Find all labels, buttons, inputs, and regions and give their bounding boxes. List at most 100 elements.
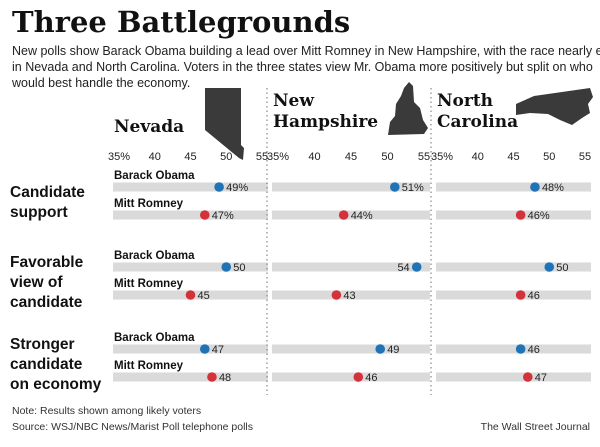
section-labels: Candidate support Favorable view of candidat… <box>10 184 102 393</box>
candidate-label: Mitt Romney <box>114 360 184 372</box>
candidate-label: Barack Obama <box>114 170 195 182</box>
chart-title: Three Battlegrounds <box>12 5 350 39</box>
obama-point <box>411 262 422 272</box>
data-label: 46% <box>528 210 550 222</box>
tick-label: 40 <box>149 151 161 163</box>
tick-label: 50 <box>220 151 232 163</box>
section-label: on economy <box>10 376 102 393</box>
row-band <box>113 344 268 354</box>
data-label: 49% <box>226 182 248 194</box>
subtitle-line-3: would best handle the economy. <box>11 76 190 90</box>
data-label: 46 <box>365 372 377 384</box>
data-label: 50 <box>556 262 568 274</box>
obama-point <box>200 344 210 354</box>
candidate-label: Mitt Romney <box>114 198 184 210</box>
footer-note: Note: Results shown among likely voters <box>12 405 201 417</box>
state-map-layer <box>205 82 593 160</box>
footer-credit: The Wall Street Journal <box>481 421 590 433</box>
state-name: New <box>273 91 314 111</box>
row-band <box>436 262 591 272</box>
state-name: Hampshire <box>273 112 378 132</box>
new-hampshire-map-icon <box>388 82 428 135</box>
data-label: 47 <box>535 372 547 384</box>
candidate-label: Barack Obama <box>114 332 195 344</box>
section-label: Favorable <box>10 254 84 271</box>
tick-label: 50 <box>381 151 393 163</box>
data-label: 48% <box>542 182 564 194</box>
obama-point <box>515 344 526 354</box>
candidate-row-labels: Barack Obama Mitt Romney Barack Obama Mitt … <box>114 170 195 372</box>
tick-label: 45 <box>345 151 357 163</box>
section-label: candidate <box>10 356 83 373</box>
row-band <box>272 372 430 382</box>
candidate-label: Barack Obama <box>114 250 195 262</box>
footer-source: Source: WSJ/NBC News/Marist Poll telepho… <box>12 421 253 433</box>
data-label: 47% <box>212 210 234 222</box>
data-label: 51% <box>402 182 424 194</box>
row-band <box>436 344 591 354</box>
row-band <box>113 262 268 272</box>
obama-point <box>390 182 400 192</box>
data-label: 46 <box>528 290 540 302</box>
romney-point <box>331 290 342 300</box>
obama-point <box>221 262 232 272</box>
tick-label: 40 <box>308 151 320 163</box>
footer: Note: Results shown among likely voters … <box>12 405 590 433</box>
row-band <box>272 290 430 300</box>
romney-point <box>515 290 526 300</box>
row-band <box>272 344 430 354</box>
nevada-map-icon <box>205 88 244 160</box>
data-label: 46 <box>528 344 540 356</box>
romney-point <box>353 372 364 382</box>
candidate-label: Mitt Romney <box>114 278 184 290</box>
data-label: 49 <box>387 344 399 356</box>
section-label: Stronger <box>10 336 75 353</box>
data-label: 47 <box>212 344 224 356</box>
tick-label: 45 <box>507 151 519 163</box>
tick-label: 35% <box>431 151 453 163</box>
section-label: support <box>10 204 68 221</box>
obama-point <box>544 262 555 272</box>
section-label: candidate <box>10 294 83 311</box>
row-band <box>436 290 591 300</box>
tick-label: 55 <box>418 151 430 163</box>
tick-label: 45 <box>184 151 196 163</box>
row-band <box>272 210 430 220</box>
header: Three Battlegrounds New polls show Barac… <box>11 5 600 90</box>
obama-point <box>375 344 386 354</box>
romney-point <box>338 210 349 220</box>
tick-label: 55 <box>256 151 268 163</box>
tick-label: 55 <box>579 151 591 163</box>
row-band <box>272 182 430 192</box>
romney-point <box>200 210 210 220</box>
divider-layer <box>266 88 432 395</box>
data-label: 54 <box>397 262 409 274</box>
tick-label: 35% <box>267 151 289 163</box>
romney-point <box>185 290 196 300</box>
row-band <box>436 210 591 220</box>
tick-label: 40 <box>472 151 484 163</box>
subtitle-line-2: in Nevada and North Carolina. Voters in … <box>12 60 593 74</box>
row-band <box>113 210 268 220</box>
state-name: Nevada <box>114 117 184 137</box>
data-label: 43 <box>343 290 355 302</box>
row-band <box>272 262 430 272</box>
romney-point <box>207 372 217 382</box>
row-band <box>436 372 591 382</box>
tick-label: 50 <box>543 151 555 163</box>
obama-point <box>214 182 224 192</box>
data-label: 44% <box>351 210 373 222</box>
state-name: Carolina <box>437 112 518 132</box>
data-labels: 49% 51% 48% 47% 44% 46% 50 54 50 45 43 46 47 49 46 48 46… <box>198 182 569 384</box>
row-band <box>113 372 268 382</box>
data-label: 45 <box>198 290 210 302</box>
romney-point <box>523 372 533 382</box>
section-label: Candidate <box>10 184 85 201</box>
row-band <box>113 182 268 192</box>
north-carolina-map-icon <box>516 88 593 125</box>
data-label: 48 <box>219 372 231 384</box>
state-name: North <box>437 91 493 111</box>
